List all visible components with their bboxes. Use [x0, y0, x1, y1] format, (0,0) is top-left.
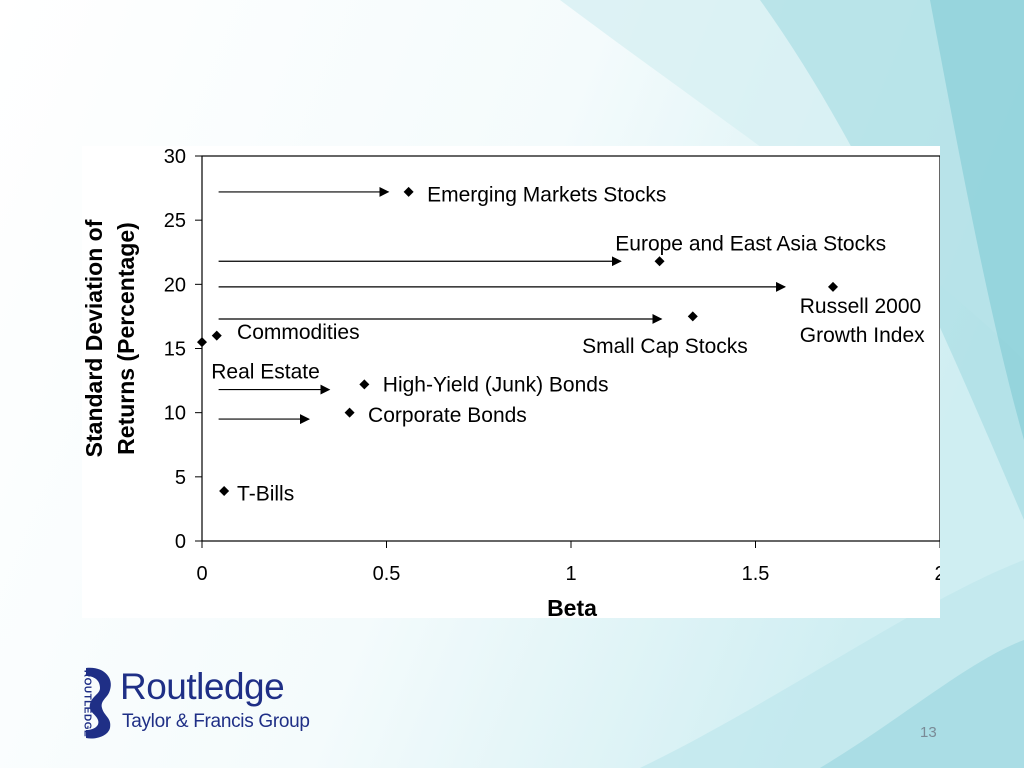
data-label: Europe and East Asia Stocks [615, 232, 886, 255]
x-tick-label: 1 [565, 563, 576, 585]
data-point [827, 281, 838, 292]
routledge-logo: ROUTLEDGE Routledge Taylor & Francis Gro… [56, 664, 336, 742]
x-axis-title: Beta [547, 595, 597, 618]
data-point [687, 311, 698, 322]
y-axis-title-line1: Standard Deviation of [82, 219, 107, 457]
data-label: T-Bills [237, 483, 294, 506]
data-label: Corporate Bonds [368, 404, 527, 427]
y-tick-label: 10 [164, 403, 186, 425]
data-label: High-Yield (Junk) Bonds [383, 373, 609, 396]
data-label-line: Commodities [237, 321, 360, 344]
data-label: Real Estate [211, 361, 320, 384]
y-axis-title-line2: Returns (Percentage) [113, 222, 139, 455]
logo-name: Routledge [120, 666, 285, 707]
x-tick-label: 2 [934, 563, 940, 585]
data-point [211, 330, 222, 341]
y-tick-label: 0 [175, 531, 186, 553]
x-tick-label: 0.5 [373, 563, 401, 585]
data-point [654, 256, 665, 267]
chart-panel: 0 5 10 15 20 25 30 0 0.5 1 1.5 2 Beta Standard Deviat… [82, 146, 940, 618]
scatter-chart: 0 5 10 15 20 25 30 0 0.5 1 1.5 2 Beta Standard Deviat… [82, 146, 940, 618]
logo-emblem [86, 667, 111, 739]
data-label: Russell 2000 Growth Index [800, 295, 925, 347]
data-label-line: Russell 2000 [800, 295, 921, 318]
y-tick-label: 25 [164, 210, 186, 232]
data-label-line: High-Yield (Junk) Bonds [383, 373, 609, 396]
x-tick-label: 1.5 [742, 563, 770, 585]
data-label-line: Real Estate [211, 361, 320, 384]
data-point [359, 379, 370, 390]
y-tick-label: 5 [175, 467, 186, 489]
logo-group: Taylor & Francis Group [122, 711, 310, 732]
data-label-line: Corporate Bonds [368, 404, 527, 427]
data-point [403, 186, 414, 197]
y-tick-label: 30 [164, 146, 186, 168]
data-label-line: T-Bills [237, 483, 294, 506]
y-tick-label: 15 [164, 339, 186, 361]
data-label-line: Emerging Markets Stocks [427, 184, 666, 207]
data-point [197, 337, 207, 348]
data-point [344, 407, 355, 418]
x-tick-label: 0 [196, 563, 207, 585]
data-label-line: Growth Index [800, 324, 925, 347]
data-label-line: Small Cap Stocks [582, 335, 748, 358]
data-point [219, 485, 230, 496]
page-number: 13 [920, 724, 937, 741]
y-tick-label: 20 [164, 274, 186, 296]
plot-frame [201, 155, 940, 542]
data-label-line: Europe and East Asia Stocks [615, 232, 886, 255]
data-label: Emerging Markets Stocks [427, 184, 666, 207]
data-label: Small Cap Stocks [582, 335, 748, 358]
data-label: Commodities [237, 321, 360, 344]
